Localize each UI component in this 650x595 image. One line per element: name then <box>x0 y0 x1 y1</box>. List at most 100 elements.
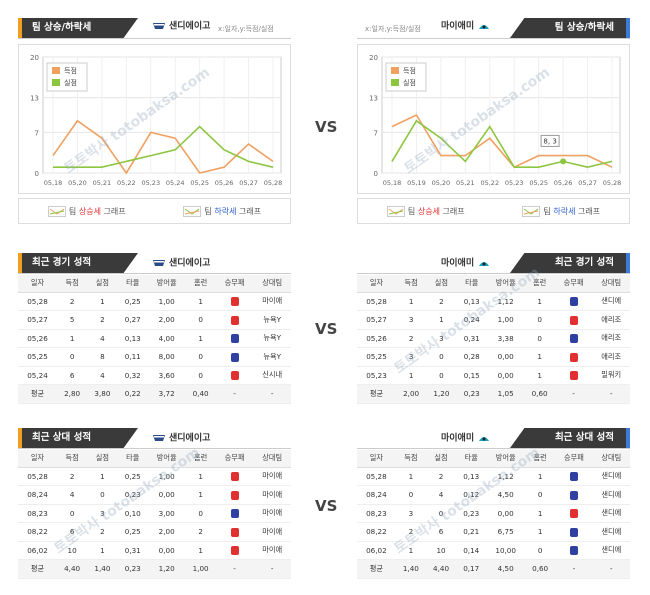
loss-icon <box>569 352 578 362</box>
table-cell: 3 <box>426 329 457 348</box>
column-header: 일자 <box>18 450 57 468</box>
table-cell: 05,23 <box>357 366 396 385</box>
table-cell: 1,12 <box>486 292 525 311</box>
result-cell <box>555 467 593 486</box>
win-icon <box>230 352 239 362</box>
home-team-name: 샌디에이고 <box>152 258 210 269</box>
table-cell: 6 <box>425 522 457 542</box>
table-row: 05,27 3 1 0,24 1,00 0 애리조 <box>357 310 630 330</box>
legend-label: 실점 <box>403 78 416 87</box>
column-header: 홈런 <box>185 450 216 468</box>
home-h2h-panel: 최근 상대 성적 샌디에이고 일자 득점 실점 타율 방어율 홈런 승무패 상대팀 05,28 2… <box>18 428 291 579</box>
table-cell: 뉴욕Y <box>253 329 291 348</box>
average-cell: 평균 <box>357 384 396 404</box>
table-cell: 0,13 <box>456 292 487 311</box>
table-cell: 0,10 <box>117 504 148 523</box>
away-team-name: 마이애미 <box>441 433 494 444</box>
x-tick-label: 05,26 <box>215 179 234 187</box>
table-cell: 샌디에 <box>592 292 630 311</box>
table-cell: 0 <box>185 347 216 367</box>
x-tick-label: 05,23 <box>141 179 160 187</box>
loss-icon <box>230 371 239 380</box>
table-cell: 05,27 <box>357 310 396 330</box>
marlins-logo-icon <box>477 433 491 443</box>
table-cell: 샌디에 <box>592 467 630 486</box>
result-cell <box>215 292 254 311</box>
column-header: 득점 <box>395 275 427 293</box>
result-cell <box>555 485 593 505</box>
loss-icon <box>569 509 578 518</box>
column-header: 홈런 <box>525 450 556 468</box>
table-cell: 2 <box>426 292 457 311</box>
tooltip-box <box>540 134 560 147</box>
home-team-name: 샌디에이고 <box>152 433 210 444</box>
table-cell: 0,12 <box>456 485 487 505</box>
table-row: 08,23 3 0 0,23 0,00 1 샌디에 <box>357 504 630 523</box>
home-recent-table: 일자 득점 실점 타율 방어율 홈런 승무패 상대팀 05,28 2 1 0,25 1,00 1 마이애 05… <box>18 275 291 404</box>
average-cell: 1,20 <box>426 384 457 404</box>
table-cell: 애리조 <box>592 347 630 367</box>
average-row: 평균 2,80 3,80 0,22 3,72 0,40- - <box>18 384 291 404</box>
x-tick-label: 05,20 <box>68 179 87 187</box>
average-cell: - <box>253 384 291 404</box>
home-axis-note: x:일자,y:득점/실점 <box>218 25 274 33</box>
average-cell: 0,22 <box>117 384 148 404</box>
series-line-실점 <box>53 125 274 168</box>
table-cell: 0,00 <box>486 347 525 367</box>
column-header: 승무패 <box>555 450 593 468</box>
y-tick-label: 7 <box>35 129 39 137</box>
table-row: 08,23 0 3 0,10 3,00 0 마이애 <box>18 504 291 523</box>
away-h2h-tab: 최근 상대 성적 <box>510 428 630 448</box>
average-cell: 0,23 <box>117 559 148 579</box>
table-cell: 6 <box>56 366 88 385</box>
table-cell: 3 <box>395 504 426 523</box>
table-cell: 0 <box>185 366 216 385</box>
table-cell: 마이애 <box>253 485 291 505</box>
table-cell: 0,14 <box>456 541 487 560</box>
average-cell: - <box>555 559 593 579</box>
average-cell: - <box>592 559 630 579</box>
table-cell: 08,22 <box>357 522 396 542</box>
home-h2h-table: 일자 득점 실점 타율 방어율 홈런 승무패 상대팀 05,28 2 1 0,25 1,00 1 마이애 08… <box>18 450 291 579</box>
table-cell: 2 <box>185 522 216 542</box>
legend-swatch <box>391 67 399 74</box>
away-team-name: 마이애미 <box>441 258 494 269</box>
column-header: 홈런 <box>524 275 555 293</box>
average-cell: - <box>592 384 630 404</box>
average-cell: 0,23 <box>456 384 487 404</box>
table-cell: 2 <box>87 522 118 542</box>
table-cell: 0 <box>185 310 216 330</box>
away-recent-tab: 최근 경기 성적 <box>510 253 630 273</box>
column-header: 타율 <box>117 275 148 293</box>
table-row: 05,28 1 2 0,13 1,12 1 샌디에 <box>357 292 630 311</box>
table-cell: 05,28 <box>18 292 57 311</box>
hover-point <box>560 158 567 165</box>
legend-down: 팀 하락세 그래프 <box>183 205 261 217</box>
table-cell: 0,00 <box>147 541 186 560</box>
vs-label-1: VS <box>315 118 338 136</box>
table-cell: 0 <box>525 485 556 505</box>
result-cell <box>215 541 254 560</box>
win-icon <box>569 490 578 500</box>
column-header: 방어율 <box>147 275 186 293</box>
win-icon <box>569 334 578 343</box>
y-tick-label: 0 <box>35 170 39 178</box>
table-cell: 1 <box>524 292 555 311</box>
table-cell: 4 <box>56 485 88 505</box>
table-cell: 0,21 <box>456 522 487 542</box>
table-cell: 1,12 <box>486 467 526 486</box>
average-cell: 평균 <box>18 559 57 579</box>
y-tick-label: 0 <box>374 170 378 178</box>
table-cell: 0 <box>525 541 556 560</box>
table-row: 05,24 6 4 0,32 3,60 0 신시내 <box>18 366 291 385</box>
table-cell: 샌디에 <box>592 504 630 523</box>
average-cell: 2,00 <box>395 384 427 404</box>
x-tick-label: 05,23 <box>505 179 524 187</box>
table-row: 05,25 3 0 0,28 0,00 1 애리조 <box>357 347 630 367</box>
away-trend-panel: x:일자,y:득점/실점 마이애미 팀 상승/하락세 0 7 13 20 05,18 05… <box>357 18 630 224</box>
column-header: 승무패 <box>554 275 593 293</box>
table-cell: 8 <box>87 347 118 367</box>
column-header: 방어율 <box>486 275 525 293</box>
table-cell: 0,23 <box>117 485 148 505</box>
table-cell: 8,00 <box>147 347 186 367</box>
